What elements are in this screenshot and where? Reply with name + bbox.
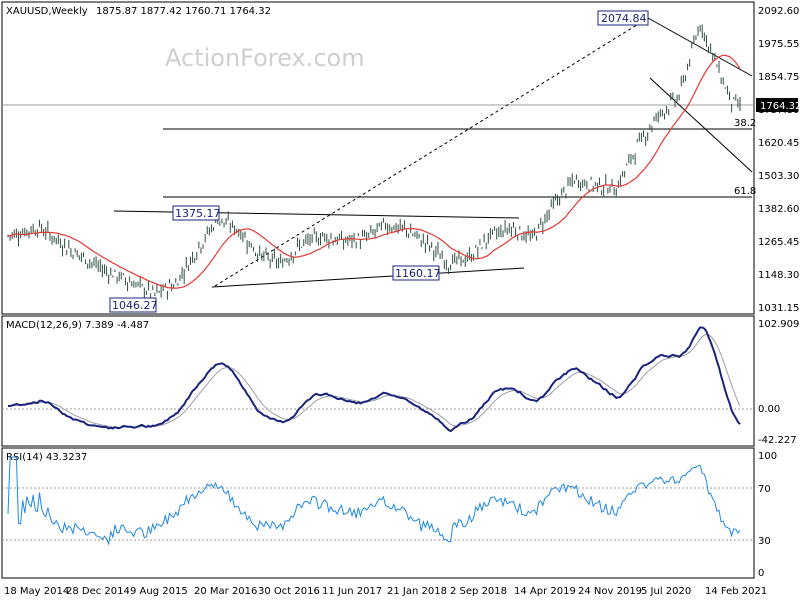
macd-tick-top: 102.909 <box>758 319 799 330</box>
macd-tick-zero: 0.00 <box>758 404 780 415</box>
date-tick-label: 5 Jul 2020 <box>641 586 691 597</box>
fib-618-label: 61.8 <box>734 186 756 197</box>
dashed-trend-line <box>214 17 649 287</box>
date-tick-label: 2 Sep 2018 <box>450 586 507 597</box>
date-tick-label: 30 Oct 2016 <box>258 586 320 597</box>
current-price-label: 1764.32 <box>760 101 800 112</box>
price-tick-label: 1854.75 <box>758 72 799 83</box>
low-box <box>109 297 157 313</box>
rsi-tick-70: 70 <box>758 484 771 495</box>
date-tick-label: 24 Nov 2019 <box>578 586 642 597</box>
rsi-tick-30: 30 <box>758 536 771 547</box>
descending-lower-line <box>649 77 753 173</box>
rsi-tick-100: 100 <box>758 451 777 462</box>
ohlc-label: 1875.87 1877.42 1760.71 1764.32 <box>96 6 271 17</box>
price-tick-label: 1031.15 <box>758 303 799 314</box>
date-tick-label: 21 Jan 2018 <box>387 586 447 597</box>
macd-tick-bottom: -42.227 <box>758 435 797 446</box>
mid-high-label: 1375.17 <box>175 207 221 220</box>
date-tick-label: 9 Aug 2015 <box>130 586 188 597</box>
lower-channel-line <box>211 267 525 288</box>
price-panel <box>1 1 755 315</box>
rsi-tick-0: 0 <box>758 568 764 579</box>
rsi-title: RSI(14) 43.3237 <box>6 452 87 463</box>
date-tick-label: 11 Jun 2017 <box>322 586 382 597</box>
low-label: 1046.27 <box>112 299 158 312</box>
price-tick-label: 1265.45 <box>758 237 799 248</box>
macd-line <box>8 326 741 433</box>
date-tick-label: 20 Mar 2016 <box>194 586 257 597</box>
rsi-panel <box>1 447 755 579</box>
date-tick-label: 14 Apr 2019 <box>514 586 576 597</box>
watermark: ActionForex.com <box>165 44 365 72</box>
macd-panel <box>1 315 755 447</box>
high-box <box>597 10 649 26</box>
mid-low-box <box>392 265 440 281</box>
current-price-box <box>756 98 798 112</box>
price-tick-label: 2092.60 <box>758 6 799 17</box>
price-tick-label: 1382.60 <box>758 204 799 215</box>
date-tick-label: 28 Dec 2014 <box>66 586 130 597</box>
price-tick-label: 1620.45 <box>758 138 799 149</box>
moving-average-line <box>8 54 741 289</box>
descending-upper-line <box>647 17 753 77</box>
macd-title: MACD(12,26,9) 7.389 -4.487 <box>6 320 149 331</box>
rsi-line <box>7 456 741 546</box>
date-tick-label: 14 Feb 2021 <box>705 586 767 597</box>
price-tick-label: 1503.30 <box>758 171 799 182</box>
high-label: 2074.84 <box>601 12 647 25</box>
price-tick-label: 1975.55 <box>758 39 799 50</box>
date-tick-label: 18 May 2014 <box>4 586 69 597</box>
price-tick-label: 1148.30 <box>758 270 799 281</box>
price-axis: 2092.601975.551854.751737.801620.451503.… <box>758 6 799 314</box>
mid-high-box <box>172 205 220 221</box>
mid-low-label: 1160.17 <box>395 267 441 280</box>
symbol-label: XAUUSD,Weekly <box>6 6 88 17</box>
fib-382-label: 38.2 <box>734 118 756 129</box>
